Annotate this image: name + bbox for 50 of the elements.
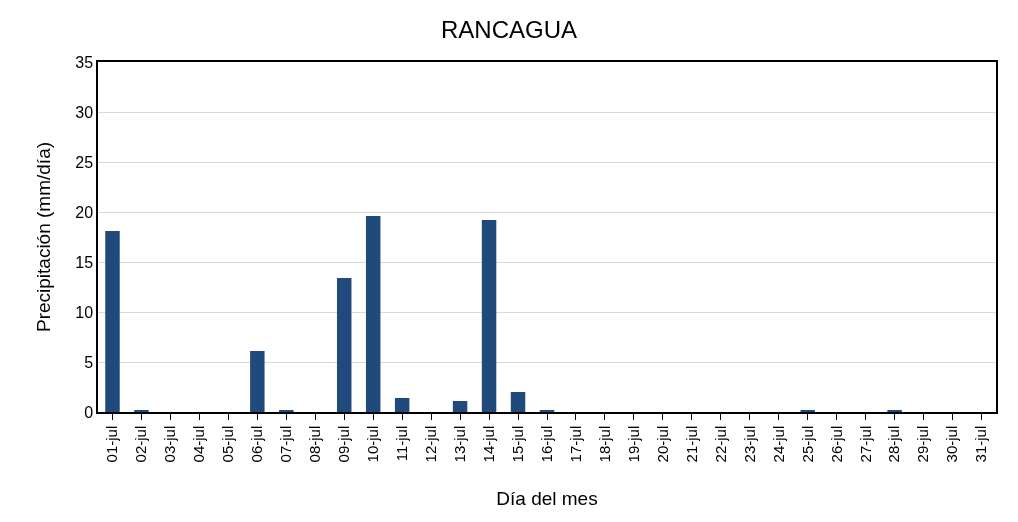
x-tick-label: 13-jul bbox=[450, 425, 468, 463]
y-tick-label: 30 bbox=[75, 103, 94, 121]
x-tick-label: 17-jul bbox=[566, 425, 584, 463]
x-tick-label: 12-jul bbox=[422, 425, 440, 463]
x-tick-label: 09-jul bbox=[335, 425, 353, 463]
bar bbox=[394, 398, 410, 412]
y-tick-label: 25 bbox=[75, 153, 94, 171]
x-tick-label: 30-jul bbox=[943, 425, 961, 463]
x-tick-label: 20-jul bbox=[653, 425, 671, 463]
chart-title: RANCAGUA bbox=[440, 15, 578, 43]
x-tick-label: 26-jul bbox=[827, 425, 845, 463]
x-tick-label: 07-jul bbox=[277, 425, 295, 463]
x-tick-label: 21-jul bbox=[682, 425, 700, 463]
y-tick-label: 0 bbox=[84, 403, 94, 421]
x-tick-label: 03-jul bbox=[161, 425, 179, 463]
x-tick-label: 11-jul bbox=[393, 425, 411, 462]
x-tick-label: 19-jul bbox=[624, 425, 642, 463]
x-tick-label: 28-jul bbox=[885, 425, 903, 463]
y-axis-title: Precipitación (mm/día) bbox=[32, 141, 54, 333]
y-tick-label: 15 bbox=[75, 253, 94, 271]
x-tick-label: 22-jul bbox=[711, 425, 729, 463]
x-tick-label: 10-jul bbox=[364, 425, 382, 463]
x-tick-label: 01-jul bbox=[103, 425, 121, 463]
y-tick-label: 20 bbox=[75, 203, 94, 221]
bar bbox=[481, 220, 497, 412]
x-tick-label: 18-jul bbox=[595, 425, 613, 463]
x-tick-label: 27-jul bbox=[856, 425, 874, 463]
x-tick-label: 16-jul bbox=[537, 425, 555, 463]
y-tick-label: 10 bbox=[75, 303, 94, 321]
x-tick-label: 29-jul bbox=[914, 425, 932, 463]
y-tick-label: 35 bbox=[75, 53, 94, 71]
x-tick-label: 04-jul bbox=[190, 425, 208, 463]
x-tick-label: 02-jul bbox=[132, 425, 150, 463]
bar bbox=[250, 351, 265, 412]
x-tick-label: 14-jul bbox=[479, 425, 497, 463]
bar bbox=[105, 231, 120, 412]
bar bbox=[510, 392, 526, 412]
x-axis-title: Día del mes bbox=[496, 487, 598, 509]
x-tick-label: 25-jul bbox=[798, 425, 816, 463]
x-tick-label: 24-jul bbox=[769, 425, 787, 463]
y-tick-label: 5 bbox=[84, 353, 94, 371]
x-tick-label: 08-jul bbox=[306, 425, 324, 463]
bar bbox=[336, 278, 352, 412]
x-tick-label: 31-jul bbox=[972, 425, 990, 463]
bar bbox=[452, 401, 468, 412]
x-tick-label: 06-jul bbox=[248, 425, 266, 463]
x-tick-label: 05-jul bbox=[219, 425, 237, 463]
bar bbox=[365, 216, 381, 412]
x-tick-label: 15-jul bbox=[508, 425, 526, 463]
x-tick-label: 23-jul bbox=[740, 425, 758, 463]
